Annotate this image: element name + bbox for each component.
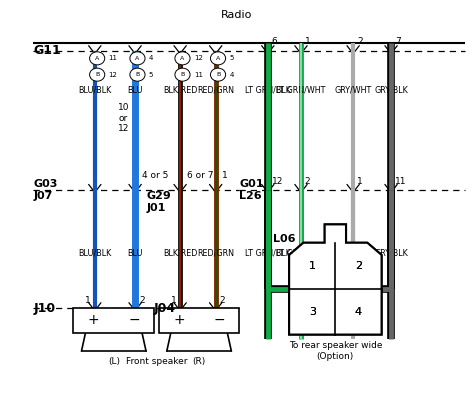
Text: B: B <box>136 72 139 77</box>
Text: A: A <box>136 56 139 61</box>
Text: 2: 2 <box>305 177 310 186</box>
Text: A: A <box>216 56 220 61</box>
Text: 2: 2 <box>355 261 362 271</box>
Polygon shape <box>289 224 382 335</box>
Text: LT GRN/BLK: LT GRN/BLK <box>245 86 291 95</box>
Text: 4 or 5: 4 or 5 <box>142 171 169 180</box>
Text: 1: 1 <box>357 177 363 186</box>
Polygon shape <box>289 224 382 335</box>
Text: J10: J10 <box>33 302 55 315</box>
Text: B: B <box>216 72 220 77</box>
Text: +: + <box>173 313 185 327</box>
Text: 1: 1 <box>309 261 316 271</box>
Text: A: A <box>95 56 99 61</box>
Circle shape <box>130 52 145 65</box>
Text: 1: 1 <box>222 171 228 180</box>
Text: J04: J04 <box>154 302 176 315</box>
Circle shape <box>210 52 226 65</box>
Circle shape <box>210 68 226 81</box>
Text: BLK/RED: BLK/RED <box>163 86 197 95</box>
Text: To rear speaker wide
(Option): To rear speaker wide (Option) <box>289 341 382 361</box>
Text: L06: L06 <box>273 234 295 244</box>
Text: BLK/RED: BLK/RED <box>163 249 197 258</box>
Text: GRY/WHT: GRY/WHT <box>335 249 372 258</box>
Text: LT GRN/BLK: LT GRN/BLK <box>245 249 291 258</box>
Text: 12: 12 <box>194 55 203 61</box>
Text: +: + <box>88 313 100 327</box>
Circle shape <box>175 52 190 65</box>
Circle shape <box>90 68 105 81</box>
Text: 7: 7 <box>395 37 401 46</box>
Text: G01
L26: G01 L26 <box>239 179 264 200</box>
Text: 10
or
12: 10 or 12 <box>118 103 129 133</box>
Text: B: B <box>181 72 184 77</box>
Text: 6 or 7: 6 or 7 <box>187 171 214 180</box>
Text: BLU: BLU <box>128 86 143 95</box>
Text: GRY/BLK: GRY/BLK <box>374 86 408 95</box>
Text: 3: 3 <box>309 306 316 317</box>
Text: 4: 4 <box>229 72 234 78</box>
Circle shape <box>90 52 105 65</box>
Text: 12: 12 <box>272 177 283 186</box>
Text: 11: 11 <box>395 177 406 186</box>
Text: 2: 2 <box>355 261 362 271</box>
Text: GRY/BLK: GRY/BLK <box>374 249 408 258</box>
Text: LT GRN/WHT: LT GRN/WHT <box>276 249 326 258</box>
Text: 5: 5 <box>229 55 234 61</box>
Text: A: A <box>181 56 184 61</box>
Text: 1: 1 <box>309 261 316 271</box>
Text: 1: 1 <box>305 37 310 46</box>
Text: 5: 5 <box>149 72 153 78</box>
Text: 11: 11 <box>194 72 203 78</box>
Text: 2: 2 <box>357 37 363 46</box>
Text: 2: 2 <box>219 296 225 305</box>
Text: B: B <box>95 72 99 77</box>
Text: BLU/BLK: BLU/BLK <box>78 86 111 95</box>
Circle shape <box>175 68 190 81</box>
Text: (R): (R) <box>192 357 206 366</box>
Bar <box>159 308 239 333</box>
Text: 1: 1 <box>171 296 176 305</box>
Text: 4: 4 <box>355 306 362 317</box>
Text: Radio: Radio <box>221 10 253 20</box>
Bar <box>73 308 154 333</box>
Text: Front speaker: Front speaker <box>126 357 187 366</box>
Text: 2: 2 <box>139 296 145 305</box>
Circle shape <box>130 68 145 81</box>
Text: 1: 1 <box>85 296 91 305</box>
Text: 6: 6 <box>272 37 277 46</box>
Text: G29
J01: G29 J01 <box>147 191 172 213</box>
Text: BLU/BLK: BLU/BLK <box>78 249 111 258</box>
Text: 4: 4 <box>355 306 362 317</box>
Text: BLU: BLU <box>128 249 143 258</box>
Text: G03
J07: G03 J07 <box>33 179 57 200</box>
Text: −: − <box>213 313 225 327</box>
Text: RED/GRN: RED/GRN <box>197 249 234 258</box>
Text: 11: 11 <box>109 55 118 61</box>
Text: −: − <box>128 313 140 327</box>
Text: 12: 12 <box>109 72 118 78</box>
Text: 3: 3 <box>309 306 316 317</box>
Text: GRY/WHT: GRY/WHT <box>335 86 372 95</box>
Text: RED/GRN: RED/GRN <box>197 86 234 95</box>
Text: G11: G11 <box>33 44 61 58</box>
Text: LT GRN/WHT: LT GRN/WHT <box>276 86 326 95</box>
Text: (L): (L) <box>108 357 120 366</box>
Text: 4: 4 <box>149 55 153 61</box>
